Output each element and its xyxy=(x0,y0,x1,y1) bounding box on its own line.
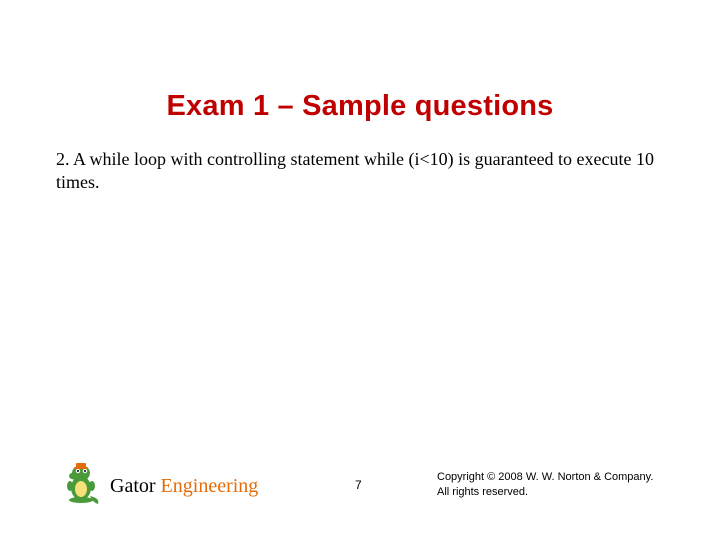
copyright-line-2: All rights reserved. xyxy=(437,485,653,500)
question-text: 2. A while loop with controlling stateme… xyxy=(56,148,676,195)
brand-word-1: Gator xyxy=(110,475,156,497)
brand-word-2: Engineering xyxy=(161,475,259,497)
page-number: 7 xyxy=(355,478,362,492)
gator-mascot-icon xyxy=(62,460,102,504)
copyright-line-1: Copyright © 2008 W. W. Norton & Company. xyxy=(437,470,653,485)
brand-label: Gator Engineering xyxy=(110,475,258,498)
copyright-text: Copyright © 2008 W. W. Norton & Company.… xyxy=(437,470,653,500)
slide: Exam 1 – Sample questions 2. A while loo… xyxy=(0,0,720,540)
slide-title: Exam 1 – Sample questions xyxy=(0,90,720,123)
